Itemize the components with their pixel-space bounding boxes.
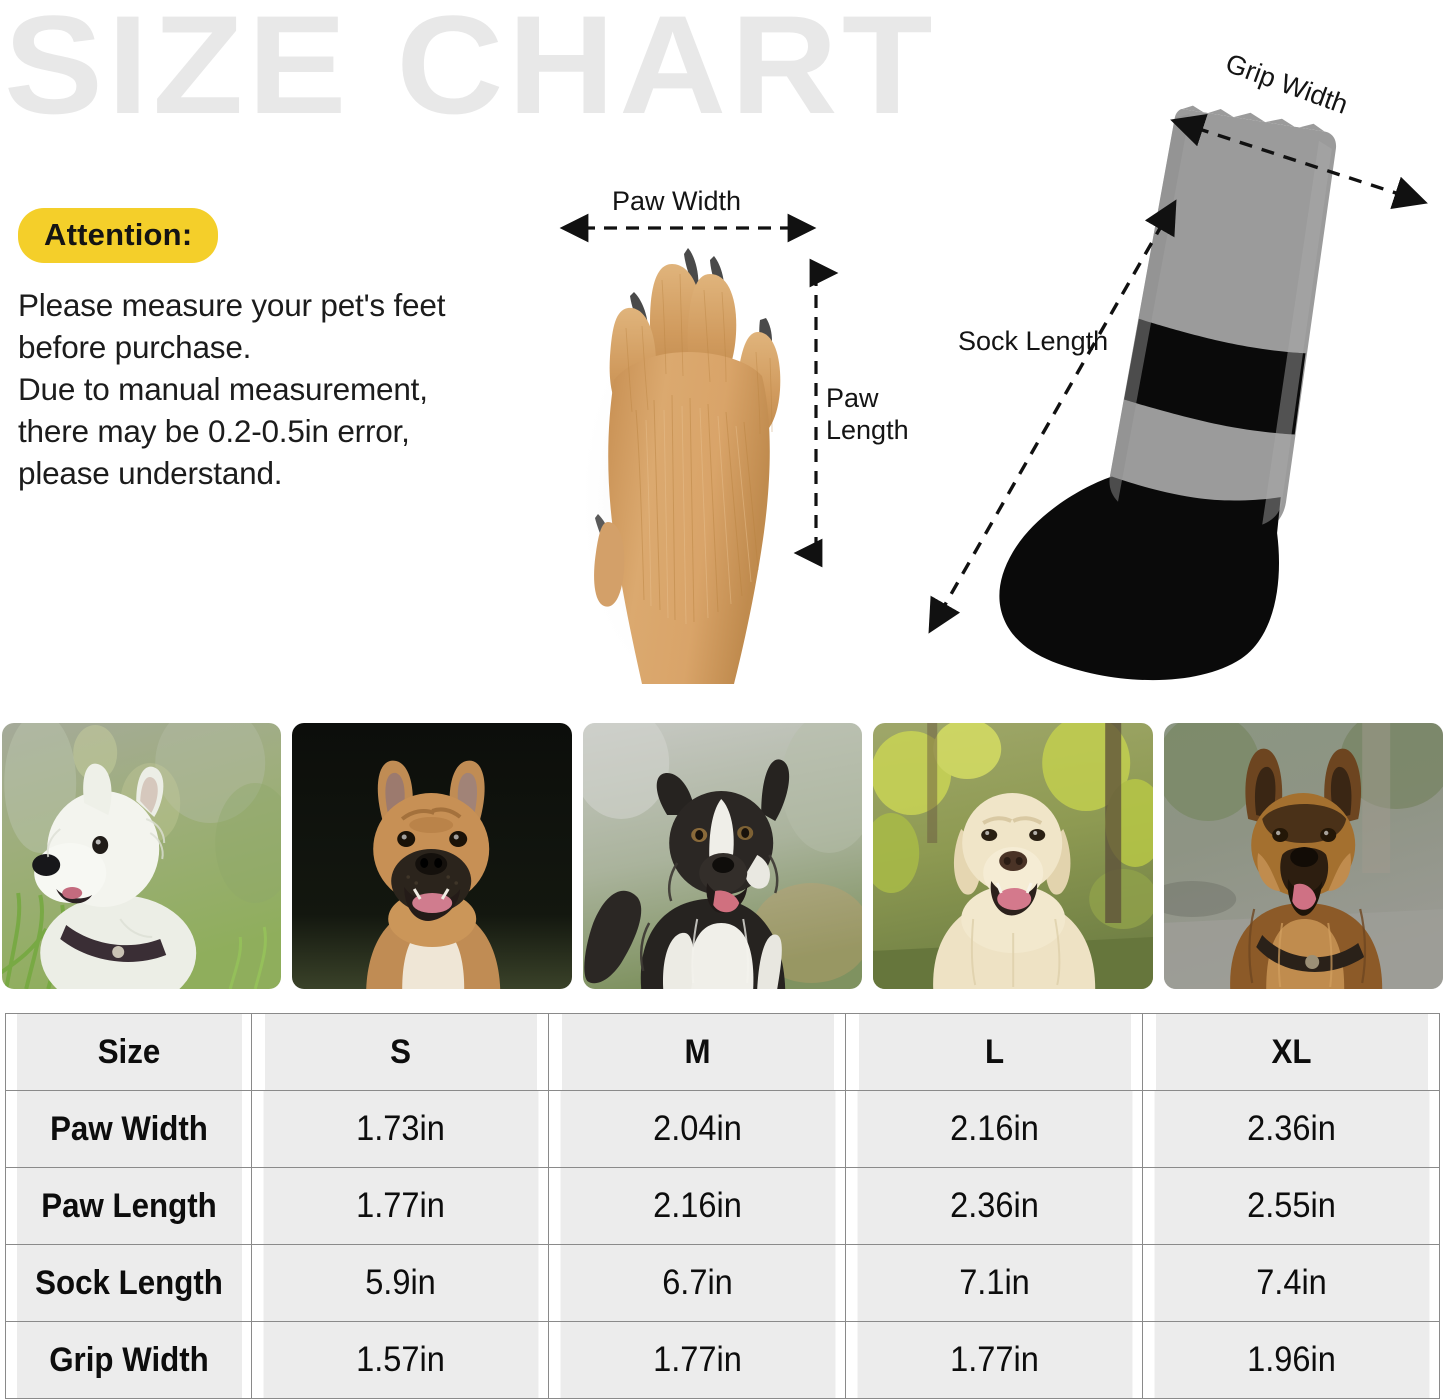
- cell-sock-length-xl: 7.4in: [1152, 1244, 1430, 1322]
- header-cell-m: M: [559, 1013, 835, 1091]
- table-row: Grip Width 1.57in 1.77in 1.77in 1.96in: [6, 1321, 1440, 1399]
- row-label-paw-length: Paw Length: [14, 1167, 243, 1245]
- cell-paw-width-s: 1.73in: [261, 1090, 539, 1168]
- cell-sock-length-s: 5.9in: [261, 1244, 539, 1322]
- table-row: Paw Width 1.73in 2.04in 2.16in 2.36in: [6, 1090, 1440, 1168]
- dog-photo-german-shepherd: [1163, 723, 1444, 989]
- attention-line: Please measure your pet's feet: [18, 287, 446, 323]
- page-title: SIZE CHART: [4, 0, 937, 143]
- dog-sock-image: [928, 105, 1428, 681]
- attention-line: please understand.: [18, 454, 283, 491]
- attention-text: Please measure your pet's feet before pu…: [18, 285, 558, 494]
- row-label-grip-width: Grip Width: [14, 1321, 243, 1399]
- attention-line: there may be 0.2-0.5in error,: [18, 412, 410, 449]
- attention-block: Attention: Please measure your pet's fee…: [18, 208, 558, 494]
- cell-grip-width-l: 1.77in: [855, 1321, 1133, 1399]
- cell-paw-width-l: 2.16in: [855, 1090, 1133, 1168]
- dog-photo-yellow-labrador-retriever: [873, 723, 1153, 989]
- cell-paw-width-m: 2.04in: [558, 1090, 836, 1168]
- cell-grip-width-xl: 1.96in: [1152, 1321, 1430, 1399]
- header-cell-s: S: [262, 1013, 538, 1091]
- cell-paw-width-xl: 2.36in: [1152, 1090, 1430, 1168]
- paw-width-label: Paw Width: [612, 186, 742, 216]
- cell-paw-length-s: 1.77in: [261, 1167, 539, 1245]
- header-cell-l: L: [856, 1013, 1132, 1091]
- cell-grip-width-m: 1.77in: [558, 1321, 836, 1399]
- paw-dimension-arrows: [559, 213, 839, 568]
- cell-paw-length-m: 2.16in: [558, 1167, 836, 1245]
- dog-photo-french-bulldog: [292, 723, 572, 989]
- dog-photo-west-highland-white-terrier: [2, 723, 282, 989]
- header-cell-xl: XL: [1153, 1013, 1429, 1091]
- header-cell-size: Size: [14, 1013, 243, 1091]
- dog-paw-image: [576, 248, 781, 690]
- paw-measurement-diagram: Paw Width Paw Length: [556, 180, 936, 700]
- cell-paw-length-l: 2.36in: [855, 1167, 1133, 1245]
- sock-measurement-diagram: Grip Width Sock Length: [920, 18, 1430, 708]
- attention-line: before purchase.: [18, 328, 252, 365]
- cell-paw-length-xl: 2.55in: [1152, 1167, 1430, 1245]
- size-chart-table: Size S M L XL Paw Width 1.73in 2.04in 2.…: [5, 1013, 1440, 1399]
- attention-line: Due to manual measurement,: [18, 370, 428, 407]
- paw-length-label-line2: Length: [826, 415, 909, 446]
- row-label-sock-length: Sock Length: [14, 1244, 243, 1322]
- dog-photo-strip: [2, 723, 1444, 989]
- cell-grip-width-s: 1.57in: [261, 1321, 539, 1399]
- cell-sock-length-l: 7.1in: [855, 1244, 1133, 1322]
- table-row: Paw Length 1.77in 2.16in 2.36in 2.55in: [6, 1167, 1440, 1245]
- attention-badge: Attention:: [18, 208, 219, 263]
- cell-sock-length-m: 6.7in: [558, 1244, 836, 1322]
- dog-photo-border-collie: [582, 723, 863, 989]
- table-header-row: Size S M L XL: [6, 1013, 1440, 1091]
- row-label-paw-width: Paw Width: [14, 1090, 243, 1168]
- table-row: Sock Length 5.9in 6.7in 7.1in 7.4in: [6, 1244, 1440, 1322]
